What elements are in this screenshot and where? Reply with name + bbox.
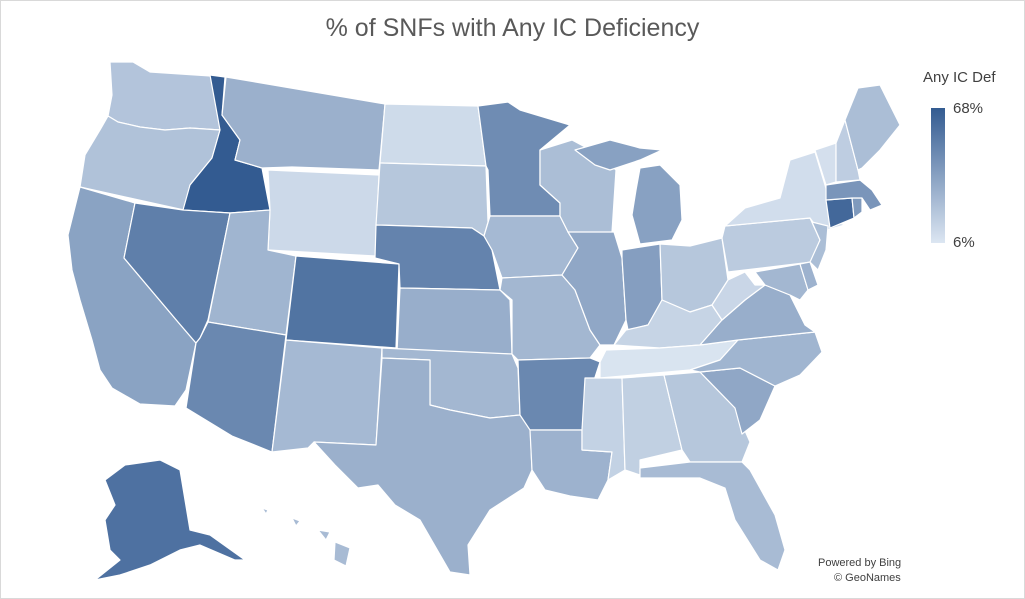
state-MT[interactable]: MT: 30% xyxy=(221,76,386,171)
state-IA[interactable]: IA: 26% xyxy=(483,215,579,279)
state-MI[interactable]: MI: 37% xyxy=(574,139,683,245)
chart-title: % of SNFs with Any IC Deficiency xyxy=(325,14,700,42)
attribution-geonames: © GeoNames xyxy=(834,572,901,584)
legend-min-label: 6% xyxy=(953,234,975,251)
state-CT[interactable]: CT: 62% xyxy=(825,197,855,229)
state-TX[interactable]: TX: 30% xyxy=(313,357,533,576)
state-ND[interactable]: ND: 11% xyxy=(379,103,487,167)
map-attribution: Powered by Bing © GeoNames xyxy=(818,556,901,586)
state-DE[interactable]: DE: 29% xyxy=(799,261,819,291)
state-CO[interactable]: CO: 57% xyxy=(285,255,400,349)
state-NH[interactable]: NH: 17% xyxy=(835,119,861,183)
state-NC[interactable]: NC: 28% xyxy=(689,331,823,387)
state-MA[interactable]: MA: 42% xyxy=(825,179,883,211)
legend-max-label: 68% xyxy=(953,100,984,117)
state-KS[interactable]: KS: 31% xyxy=(396,287,513,355)
state-WA[interactable]: WA: 21% xyxy=(107,61,227,131)
state-FL[interactable]: FL: 25% xyxy=(639,461,786,571)
legend-title: Any IC Def xyxy=(923,69,996,86)
attribution-bing: Powered by Bing xyxy=(818,557,902,569)
state-HI[interactable]: HI: 25% xyxy=(261,507,351,567)
state-RI[interactable]: RI: 40% xyxy=(851,197,863,219)
state-WV[interactable]: WV: 13% xyxy=(711,271,766,321)
state-NJ[interactable]: NJ: 24% xyxy=(809,221,829,271)
state-NM[interactable]: NM: 26% xyxy=(271,339,383,453)
legend-color-scale xyxy=(931,108,945,243)
state-ME[interactable]: ME: 24% xyxy=(844,84,901,171)
state-WY[interactable]: WY: 12% xyxy=(267,169,380,257)
state-AZ[interactable]: AZ: 48% xyxy=(185,321,287,453)
state-AK[interactable]: AK: 58% xyxy=(94,459,246,581)
state-IL[interactable]: IL: 34% xyxy=(561,231,627,346)
